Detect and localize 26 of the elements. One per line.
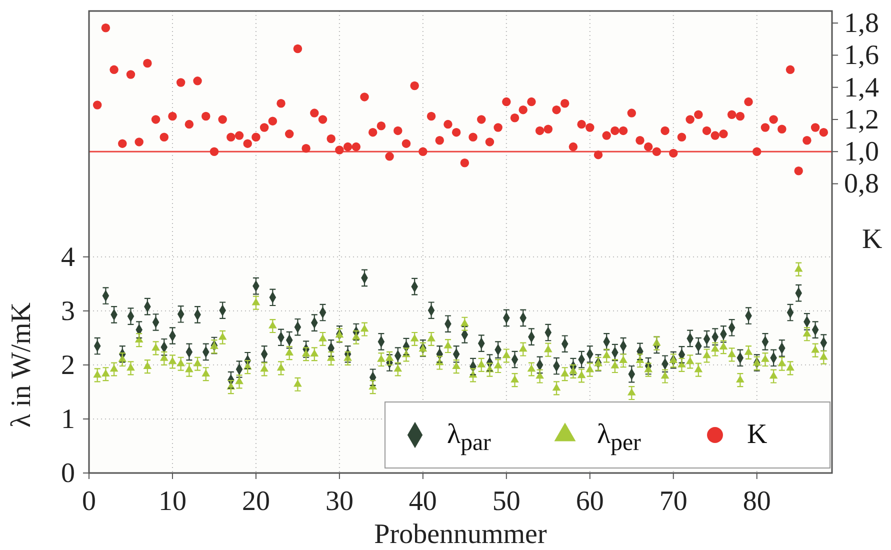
x-tick-label: 0 [82, 486, 96, 517]
x-tick-label: 70 [659, 486, 688, 517]
y2-tick-label: 1,4 [844, 72, 879, 104]
x-tick-label: 60 [576, 486, 604, 517]
x-axis-title: Probennummer [374, 519, 548, 550]
x-tick-label: 50 [492, 486, 520, 517]
x-tick-label: 30 [325, 486, 354, 517]
y-tick-label: 2 [61, 350, 75, 381]
x-tick-label: 40 [408, 486, 437, 517]
y-axis-title: λ in W/mK [6, 302, 37, 428]
y2-tick-label: 1,0 [844, 136, 879, 168]
y-tick-label: 0 [61, 458, 75, 489]
y2-tick-label: 1,8 [844, 8, 879, 40]
y-tick-label: 3 [61, 296, 75, 327]
legend-label: λ$_{par}$ [447, 419, 492, 456]
legend-label: K [747, 419, 768, 450]
y-tick-label: 4 [61, 242, 75, 273]
x-tick-label: 20 [242, 486, 270, 517]
y-tick-label: 1 [61, 404, 75, 435]
x-tick-label: 10 [158, 486, 186, 517]
y2-tick-label: 1,2 [844, 104, 879, 136]
y2-tick-label: 1,6 [844, 40, 879, 72]
y2-axis-title: K [862, 224, 882, 255]
y2-tick-label: 0,8 [844, 168, 879, 200]
x-tick-label: 80 [742, 486, 771, 517]
legend-label: λ$_{per}$ [597, 419, 642, 456]
